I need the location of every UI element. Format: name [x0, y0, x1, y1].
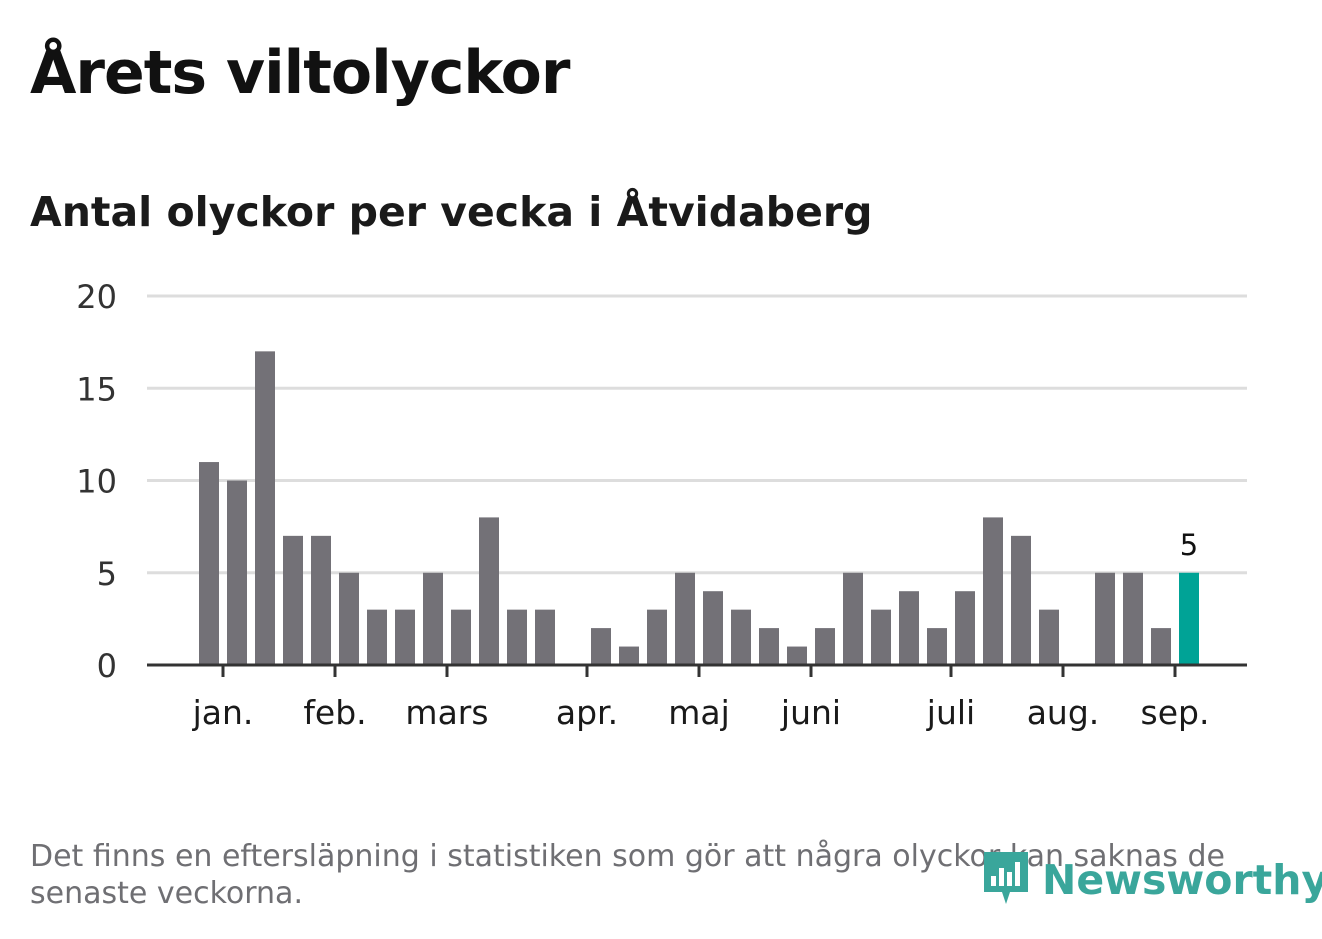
x-tick-label: apr. [556, 693, 618, 732]
grid-lines [147, 294, 1247, 575]
bar [1039, 609, 1059, 665]
bar [759, 628, 779, 665]
y-tick-label: 5 [97, 555, 117, 593]
bar [507, 609, 527, 665]
x-tick-label: mars [405, 693, 488, 732]
x-tick-label: juni [780, 693, 841, 732]
x-tick-label: maj [668, 693, 730, 732]
bar [535, 609, 555, 665]
bar-chart-badge-icon [984, 852, 1028, 904]
bar [395, 609, 415, 665]
bars [199, 351, 1199, 665]
bar [983, 517, 1003, 665]
bar [899, 591, 919, 665]
bar [199, 462, 219, 665]
y-tick-label: 15 [76, 370, 117, 408]
bar [703, 591, 723, 665]
bar [843, 572, 863, 665]
bar [647, 609, 667, 665]
x-axis [147, 663, 1247, 677]
bar [255, 351, 275, 665]
bar [1095, 572, 1115, 665]
bar [787, 646, 807, 665]
y-tick-label: 0 [97, 647, 117, 685]
x-tick-label: jan. [192, 693, 254, 732]
bar [311, 535, 331, 665]
x-tick-label: sep. [1141, 693, 1210, 732]
bar [1123, 572, 1143, 665]
y-axis-ticks: 0 5 10 15 20 [76, 278, 117, 685]
x-tick-label: aug. [1027, 693, 1100, 732]
bar [1151, 628, 1171, 665]
logo-text: Newsworthy [1042, 856, 1322, 904]
bar [591, 628, 611, 665]
newsworthy-logo: Newsworthy [980, 848, 1322, 912]
bar [1011, 535, 1031, 665]
chart-subtitle: Antal olyckor per vecka i Åtvidaberg [30, 188, 873, 236]
x-tick-label: feb. [303, 693, 366, 732]
bar [731, 609, 751, 665]
y-tick-label: 20 [76, 278, 117, 316]
bar-chart: 0 5 10 15 20 jan. feb. mars apr. maj juni juli aug.… [76, 278, 1247, 732]
bar [675, 572, 695, 665]
bar [479, 517, 499, 665]
highlight-value-label: 5 [1180, 528, 1198, 562]
y-tick-label: 10 [76, 463, 117, 501]
bar-highlight [1179, 572, 1199, 665]
data-labels: 5 [1180, 528, 1198, 562]
x-tick-label: juli [926, 693, 975, 732]
bar [955, 591, 975, 665]
bar [227, 480, 247, 665]
bar [283, 535, 303, 665]
chart-title: Årets viltolyckor [30, 38, 570, 108]
bar [367, 609, 387, 665]
bar [451, 609, 471, 665]
bar [871, 609, 891, 665]
bar [927, 628, 947, 665]
bar [815, 628, 835, 665]
bar [339, 572, 359, 665]
x-axis-month-labels: jan. feb. mars apr. maj juni juli aug. sep. [192, 693, 1210, 732]
bar [423, 572, 443, 665]
bar [619, 646, 639, 665]
